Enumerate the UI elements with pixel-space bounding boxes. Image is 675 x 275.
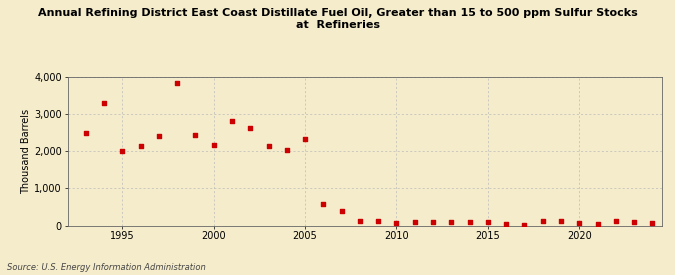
Point [428,219,439,224]
Point [354,219,365,223]
Point [99,101,109,105]
Point [409,219,420,224]
Point [537,218,548,223]
Point [556,218,566,223]
Point [190,132,201,137]
Point [318,201,329,206]
Point [446,220,457,224]
Point [263,144,274,148]
Point [153,134,164,139]
Point [610,219,621,224]
Point [391,220,402,225]
Point [592,221,603,226]
Point [209,142,219,147]
Text: Source: U.S. Energy Information Administration: Source: U.S. Energy Information Administ… [7,263,205,272]
Point [373,219,383,224]
Point [336,209,347,214]
Point [519,222,530,227]
Point [80,131,91,136]
Point [245,126,256,130]
Point [135,144,146,148]
Point [300,137,310,142]
Point [647,221,657,225]
Point [574,220,585,225]
Point [464,220,475,224]
Point [501,221,512,226]
Text: Annual Refining District East Coast Distillate Fuel Oil, Greater than 15 to 500 : Annual Refining District East Coast Dist… [38,8,637,30]
Y-axis label: Thousand Barrels: Thousand Barrels [22,109,32,194]
Point [117,149,128,153]
Point [483,220,493,224]
Point [227,119,238,123]
Point [628,220,639,224]
Point [281,148,292,152]
Point [171,81,182,86]
